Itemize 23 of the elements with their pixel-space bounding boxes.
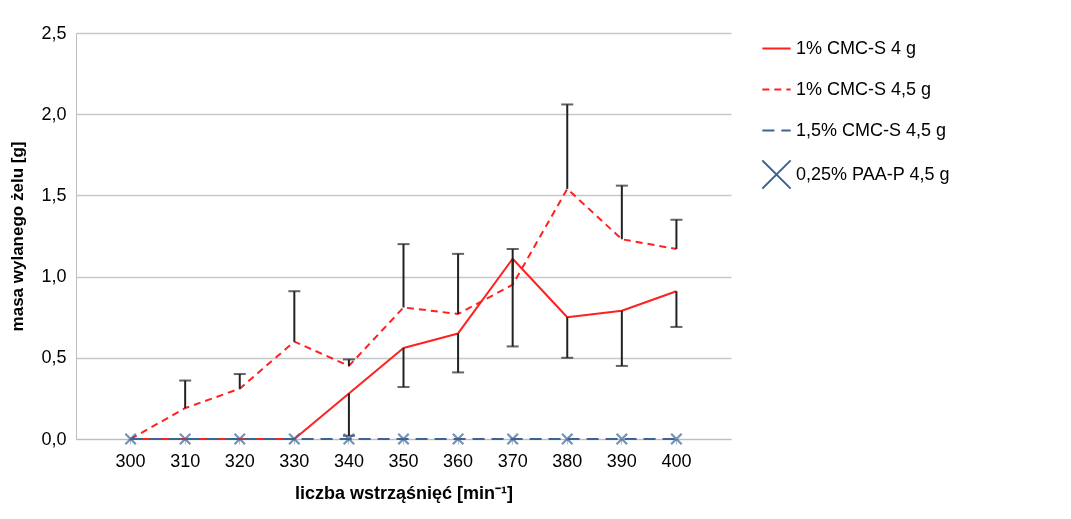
x-tick-label: 400 — [661, 450, 692, 471]
x-tick-label: 330 — [279, 450, 310, 471]
x-tick-label: 300 — [115, 450, 146, 471]
y-tick-label: 2,5 — [41, 22, 67, 43]
legend-label: 1,5% CMC-S 4,5 g — [796, 119, 947, 140]
y-tick-label: 0,0 — [41, 428, 67, 449]
x-axis-title: liczba wstrząśnięć [min⁻¹] — [294, 482, 514, 503]
y-tick-label: 1,5 — [41, 184, 67, 205]
x-tick-label: 390 — [606, 450, 637, 471]
x-tick-label: 350 — [388, 450, 419, 471]
x-tick-label: 380 — [552, 450, 583, 471]
y-axis-title: masa wylanego żelu [g] — [8, 141, 28, 332]
legend-label: 1% CMC-S 4,5 g — [796, 78, 932, 99]
legend-label: 0,25% PAA-P 4,5 g — [796, 163, 950, 184]
x-tick-label: 340 — [333, 450, 364, 471]
y-tick-label: 0,5 — [41, 347, 67, 368]
x-tick-label: 370 — [497, 450, 528, 471]
x-tick-label: 320 — [224, 450, 255, 471]
x-tick-label: 310 — [170, 450, 201, 471]
y-tick-label: 1,0 — [41, 266, 67, 287]
legend-label: 1% CMC-S 4 g — [796, 37, 917, 58]
y-tick-label: 2,0 — [41, 103, 67, 124]
x-tick-label: 360 — [443, 450, 474, 471]
